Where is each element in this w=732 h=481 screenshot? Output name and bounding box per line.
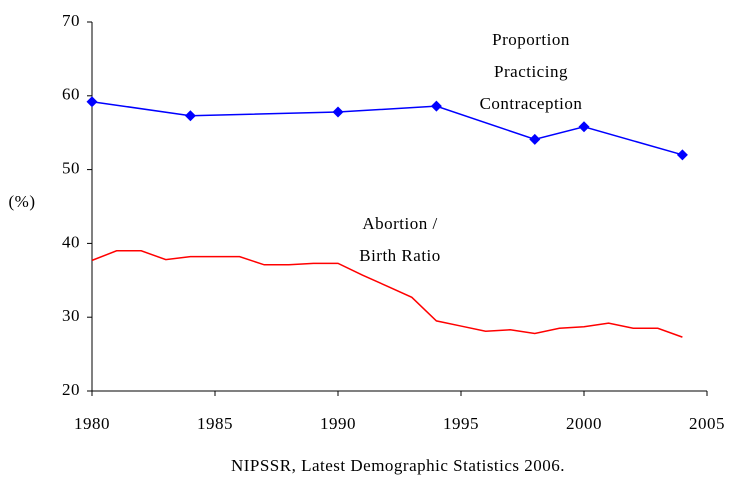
x-tick-label: 1990 (320, 414, 356, 433)
data-point (184, 110, 196, 122)
x-tick-label: 2005 (689, 414, 725, 433)
y-tick-label: 20 (62, 380, 80, 399)
data-point (332, 106, 344, 118)
y-tick-label: 70 (62, 11, 80, 30)
x-tick-label: 1995 (443, 414, 479, 433)
y-tick-label: 30 (62, 306, 80, 325)
annotation: Contraception (480, 94, 583, 113)
x-tick-label: 2000 (566, 414, 602, 433)
x-tick-label: 1985 (197, 414, 233, 433)
data-point (430, 100, 442, 112)
annotation: Practicing (494, 62, 568, 81)
annotation: Birth Ratio (359, 246, 441, 265)
annotation: Proportion (492, 30, 570, 49)
data-point (578, 121, 590, 133)
x-tick-label: 1980 (74, 414, 110, 433)
y-tick-label: 40 (62, 232, 80, 251)
y-tick-label: 60 (62, 85, 80, 104)
data-point (676, 149, 688, 161)
y-axis-label: (%) (9, 192, 36, 211)
source-note: NIPSSR, Latest Demographic Statistics 20… (231, 456, 565, 475)
annotation: Abortion / (362, 214, 437, 233)
series-line (91, 250, 683, 338)
y-tick-label: 50 (62, 159, 80, 178)
data-point (86, 96, 98, 108)
series-line (91, 100, 683, 156)
data-point (529, 133, 541, 145)
